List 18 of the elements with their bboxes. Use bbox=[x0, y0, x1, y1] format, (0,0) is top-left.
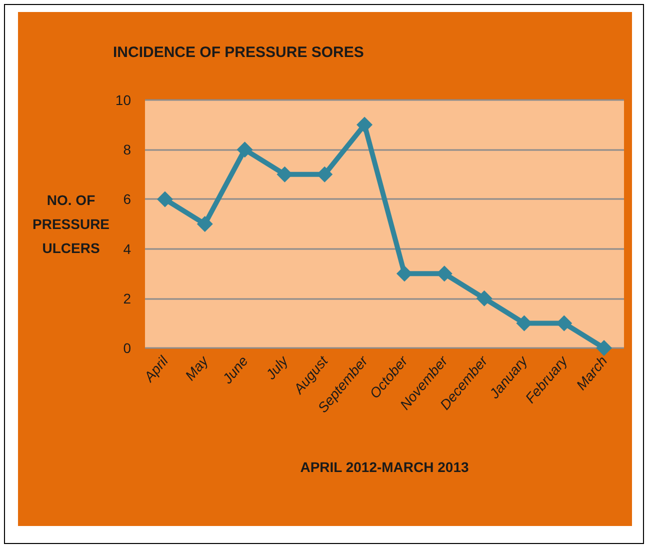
point bbox=[396, 266, 412, 282]
point bbox=[596, 340, 612, 356]
y-tick-label: 0 bbox=[123, 340, 132, 356]
point bbox=[156, 191, 173, 208]
point bbox=[236, 142, 253, 158]
x-axis-title: APRIL 2012-MARCH 2013 bbox=[300, 459, 469, 475]
chart-title: INCIDENCE OF PRESSURE SORES bbox=[113, 44, 364, 61]
y-tick-label: 8 bbox=[123, 142, 132, 158]
point bbox=[316, 166, 333, 182]
point bbox=[196, 216, 213, 232]
y-tick-label: 10 bbox=[115, 92, 132, 108]
point bbox=[356, 116, 373, 133]
point bbox=[476, 290, 492, 306]
x-tick-label: July bbox=[262, 352, 292, 383]
y-tick-label: 6 bbox=[123, 191, 132, 208]
y-axis-title: NO. OF PRESSURE ULCERS bbox=[32, 192, 110, 256]
y-tick-label: 4 bbox=[123, 240, 132, 257]
y-tick-label: 2 bbox=[123, 290, 132, 306]
